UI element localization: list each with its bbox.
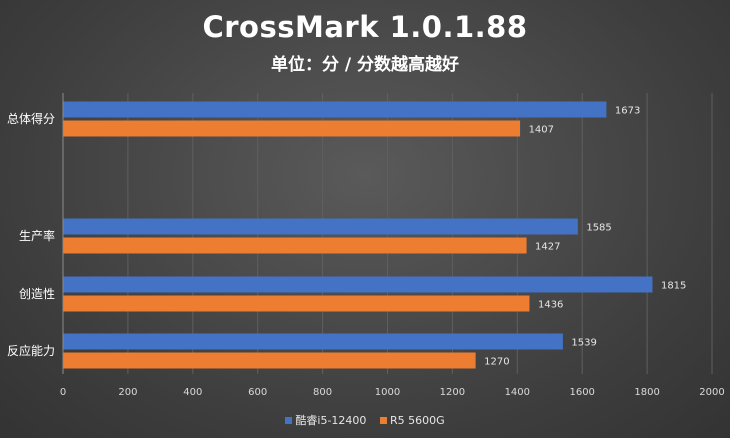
category-label-4: 反应能力 [7, 343, 55, 358]
x-tick-label-1400: 1400 [505, 387, 530, 398]
x-tick-label-200: 200 [118, 387, 137, 398]
value-label-series-2-cat-4: 1270 [484, 357, 509, 368]
value-label-series-1-cat-4: 1539 [571, 338, 596, 349]
x-tick-label-800: 800 [313, 387, 332, 398]
legend-item-series-1: 酷睿i5-12400 [285, 412, 366, 428]
bar-series-2-cat-2 [63, 237, 527, 254]
bar-series-2-cat-1 [63, 120, 521, 137]
legend-item-series-2: R5 5600G [379, 413, 445, 427]
legend-label-series-2: R5 5600G [389, 413, 445, 427]
bar-series-1-cat-4 [63, 333, 563, 350]
x-tick-label-600: 600 [248, 387, 267, 398]
category-label-3: 创造性 [19, 287, 55, 301]
legend-swatch-series-2 [379, 416, 387, 424]
bar-series-2-cat-4 [63, 352, 476, 369]
legend-swatch-series-1 [285, 416, 293, 424]
x-tick-label-1200: 1200 [440, 387, 465, 398]
x-tick-label-2000: 2000 [699, 387, 724, 398]
value-label-series-1-cat-2: 1585 [586, 223, 611, 234]
value-label-series-2-cat-1: 1407 [529, 125, 554, 136]
legend: 酷睿i5-12400 R5 5600G [0, 412, 730, 428]
category-label-1: 总体得分 [7, 111, 55, 126]
value-label-series-1-cat-3: 1815 [661, 281, 686, 292]
bar-series-1-cat-2 [63, 218, 578, 235]
x-tick-label-1600: 1600 [569, 387, 594, 398]
bar-series-1-cat-3 [63, 276, 653, 293]
x-tick-label-1000: 1000 [375, 387, 400, 398]
value-label-series-2-cat-3: 1436 [538, 300, 563, 311]
legend-label-series-1: 酷睿i5-12400 [295, 414, 367, 427]
value-label-series-2-cat-2: 1427 [535, 242, 560, 253]
x-tick-label-400: 400 [183, 387, 202, 398]
value-label-series-1-cat-1: 1673 [615, 106, 640, 117]
bar-series-2-cat-3 [63, 295, 530, 312]
bar-series-1-cat-1 [63, 101, 607, 118]
x-tick-label-0: 0 [60, 387, 66, 398]
category-label-2: 生产率 [19, 228, 55, 243]
x-tick-label-1800: 1800 [634, 387, 659, 398]
chart-title: CrossMark 1.0.1.88 [202, 10, 528, 44]
chart-subtitle: 单位：分 / 分数越高越好 [270, 55, 460, 75]
